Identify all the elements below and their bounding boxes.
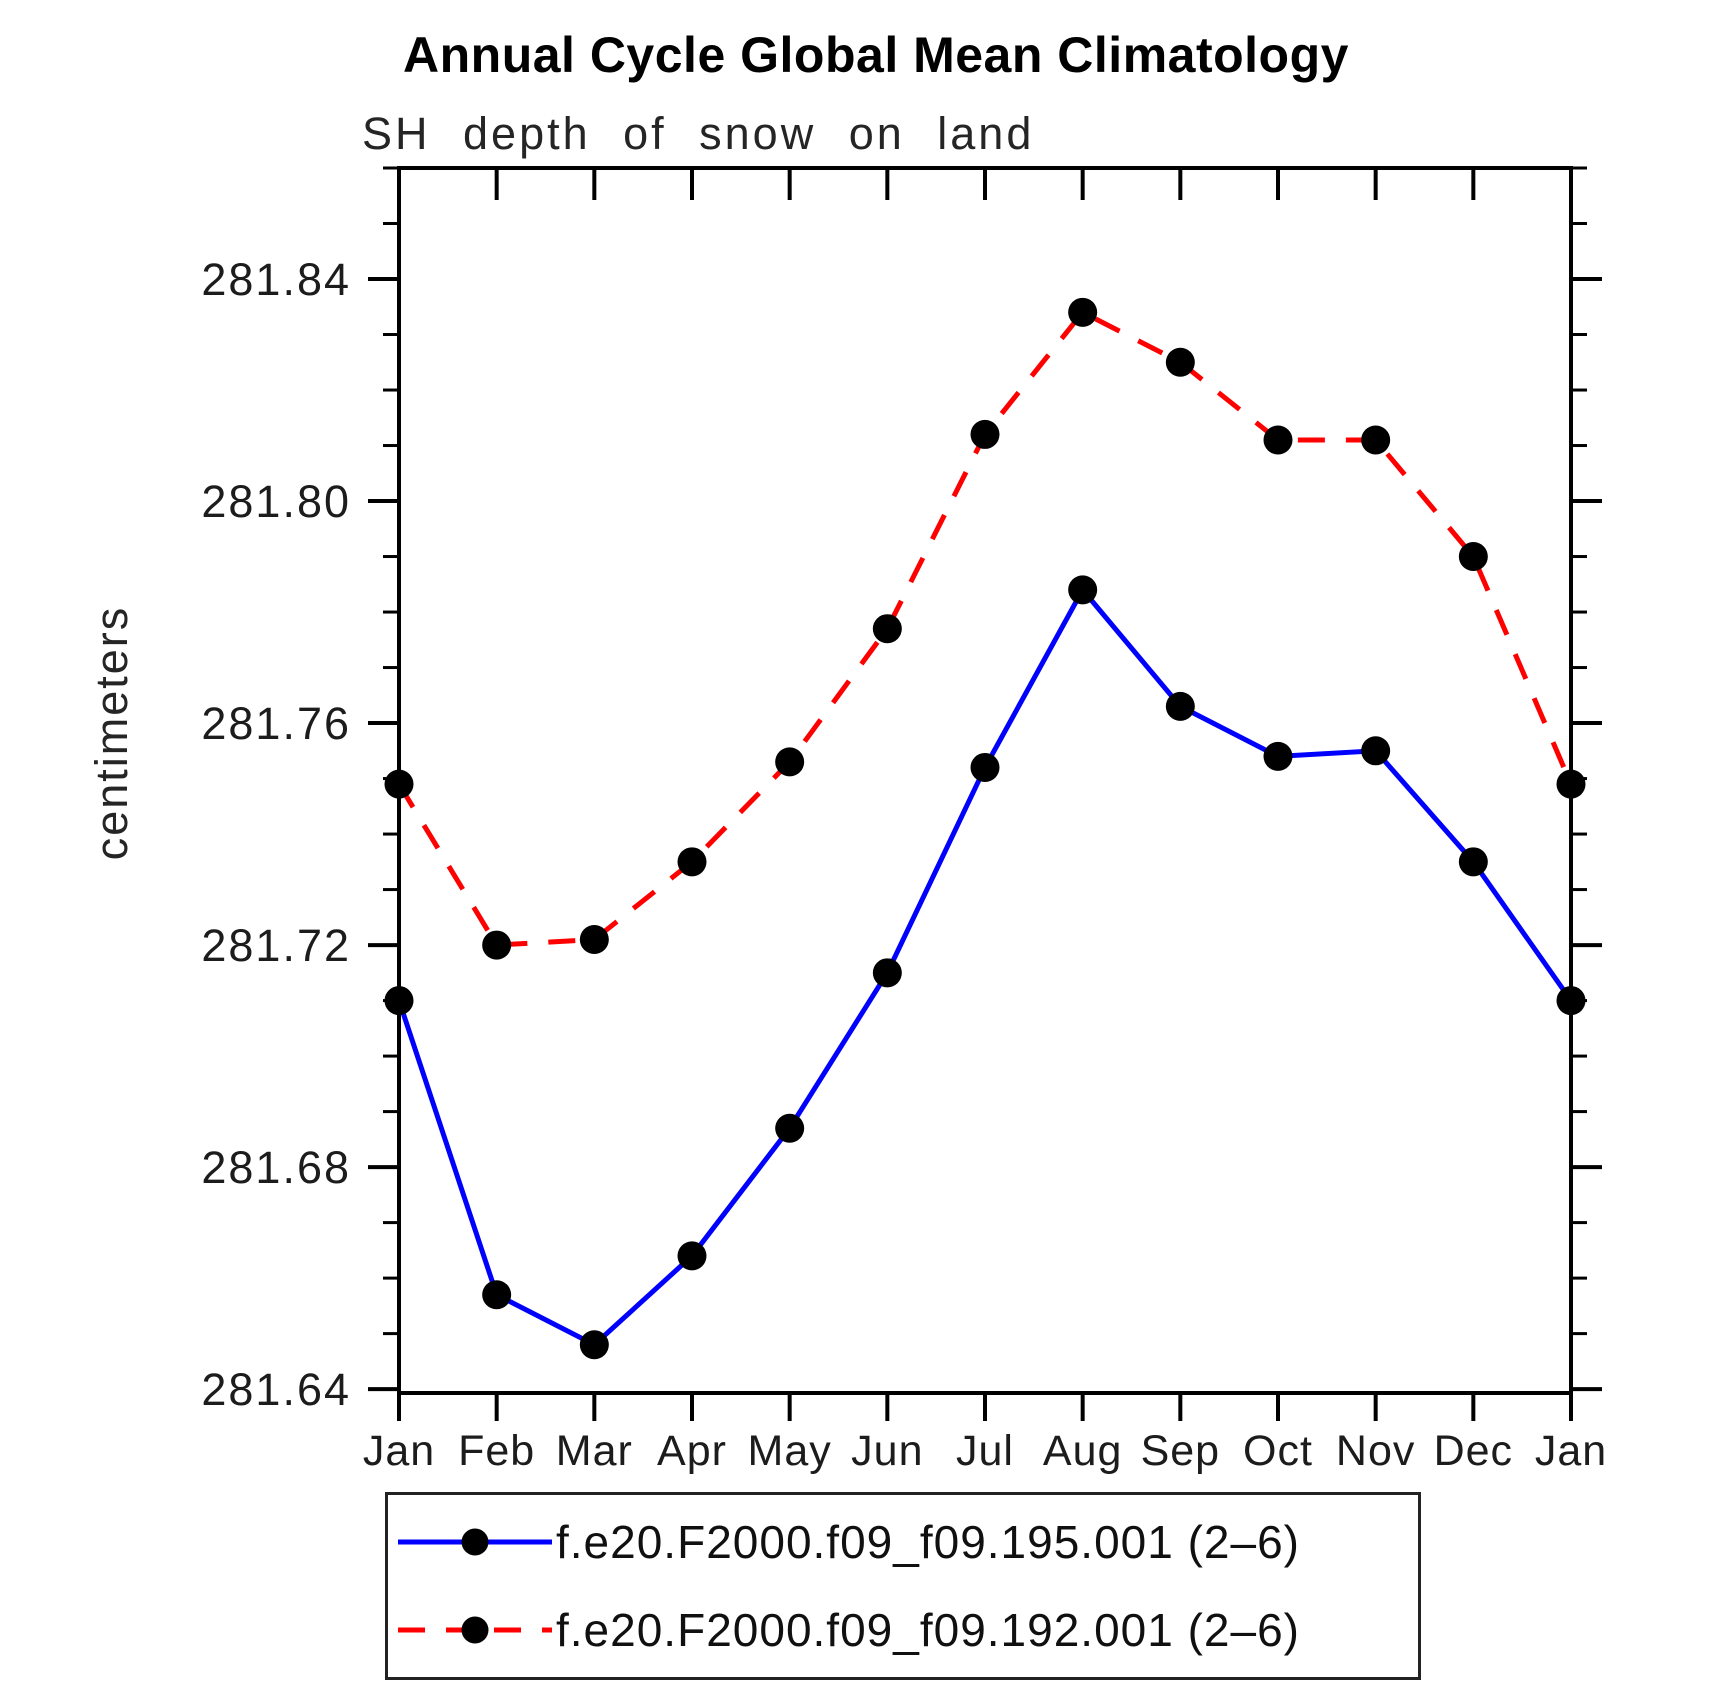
x-tick-label: Jul — [956, 1427, 1014, 1475]
data-point-marker — [872, 614, 902, 644]
x-tick-label: Feb — [458, 1427, 535, 1475]
data-point-marker — [775, 747, 805, 777]
y-tick-label: 281.76 — [201, 698, 351, 749]
x-tick-label: Sep — [1141, 1427, 1221, 1475]
x-tick-label: Dec — [1434, 1427, 1513, 1475]
x-tick-label: May — [748, 1427, 832, 1475]
x-tick-label: Jan — [1535, 1427, 1607, 1475]
series-line-1 — [396, 309, 1574, 948]
data-point-marker — [384, 986, 414, 1016]
y-tick-label: 281.64 — [201, 1364, 351, 1415]
data-point-marker — [1068, 575, 1098, 605]
chart-subtitle: SH depth of snow on land — [362, 108, 1035, 159]
x-tick-label: Mar — [556, 1427, 633, 1475]
data-point-marker — [1165, 347, 1195, 377]
data-point-marker — [677, 847, 707, 877]
data-point-marker — [1068, 297, 1098, 327]
legend-label: f.e20.F2000.f09_f09.195.001 (2–6) — [556, 1516, 1301, 1568]
data-point-marker — [482, 1280, 512, 1310]
legend-label: f.e20.F2000.f09_f09.192.001 (2–6) — [556, 1604, 1301, 1656]
data-point-marker — [970, 419, 1000, 449]
data-point-marker — [970, 752, 1000, 782]
data-point-marker — [1458, 542, 1488, 572]
data-point-marker — [1361, 425, 1391, 455]
x-tick-label: Jan — [363, 1427, 435, 1475]
legend-marker-icon — [461, 1528, 489, 1556]
data-point-marker — [775, 1113, 805, 1143]
data-point-marker — [579, 925, 609, 955]
legend-marker-icon — [461, 1616, 489, 1644]
series-line-0 — [396, 585, 1574, 1348]
x-tick-label: Aug — [1043, 1427, 1123, 1475]
x-tick-label: Nov — [1336, 1427, 1415, 1475]
x-tick-label: Jun — [851, 1427, 923, 1475]
data-point-marker — [1263, 741, 1293, 771]
data-point-marker — [1556, 986, 1586, 1016]
x-tick-label: Oct — [1243, 1427, 1313, 1475]
data-point-marker — [1361, 736, 1391, 766]
data-point-marker — [1263, 425, 1293, 455]
y-tick-label: 281.80 — [201, 476, 351, 527]
data-point-marker — [1165, 691, 1195, 721]
legend-item: f.e20.F2000.f09_f09.195.001 (2–6) — [388, 1498, 1418, 1586]
y-tick-label: 281.68 — [201, 1142, 351, 1193]
legend-item: f.e20.F2000.f09_f09.192.001 (2–6) — [388, 1586, 1418, 1674]
legend: f.e20.F2000.f09_f09.195.001 (2–6) f.e20.F… — [385, 1492, 1421, 1680]
y-tick-label: 281.72 — [201, 920, 351, 971]
x-tick-label: Apr — [657, 1427, 727, 1475]
data-point-marker — [1458, 847, 1488, 877]
data-point-marker — [1556, 769, 1586, 799]
legend-line-sample — [398, 1616, 552, 1644]
data-point-marker — [579, 1330, 609, 1360]
data-point-marker — [677, 1241, 707, 1271]
chart-title: Annual Cycle Global Mean Climatology — [403, 27, 1349, 83]
data-point-marker — [872, 958, 902, 988]
legend-line-sample — [398, 1528, 552, 1556]
y-tick-label: 281.84 — [201, 254, 351, 305]
data-point-marker — [482, 930, 512, 960]
data-point-marker — [384, 769, 414, 799]
